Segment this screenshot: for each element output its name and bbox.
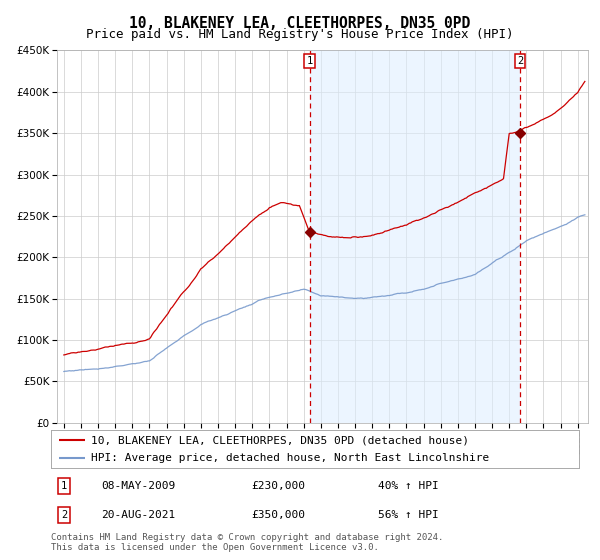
Text: This data is licensed under the Open Government Licence v3.0.: This data is licensed under the Open Gov… [51, 543, 379, 552]
Text: 56% ↑ HPI: 56% ↑ HPI [379, 510, 439, 520]
Text: 20-AUG-2021: 20-AUG-2021 [101, 510, 175, 520]
Text: 10, BLAKENEY LEA, CLEETHORPES, DN35 0PD (detached house): 10, BLAKENEY LEA, CLEETHORPES, DN35 0PD … [91, 435, 469, 445]
Text: Price paid vs. HM Land Registry's House Price Index (HPI): Price paid vs. HM Land Registry's House … [86, 28, 514, 41]
Text: 1: 1 [61, 480, 67, 491]
Bar [310, 50, 520, 423]
Text: 10, BLAKENEY LEA, CLEETHORPES, DN35 0PD: 10, BLAKENEY LEA, CLEETHORPES, DN35 0PD [130, 16, 470, 31]
Text: 40% ↑ HPI: 40% ↑ HPI [379, 480, 439, 491]
Text: HPI: Average price, detached house, North East Lincolnshire: HPI: Average price, detached house, Nort… [91, 452, 489, 463]
Text: 1: 1 [307, 56, 313, 66]
Text: £230,000: £230,000 [251, 480, 305, 491]
Text: 2: 2 [517, 56, 523, 66]
Text: Contains HM Land Registry data © Crown copyright and database right 2024.: Contains HM Land Registry data © Crown c… [51, 533, 443, 542]
Text: 08-MAY-2009: 08-MAY-2009 [101, 480, 175, 491]
Text: 2: 2 [61, 510, 67, 520]
Text: £350,000: £350,000 [251, 510, 305, 520]
